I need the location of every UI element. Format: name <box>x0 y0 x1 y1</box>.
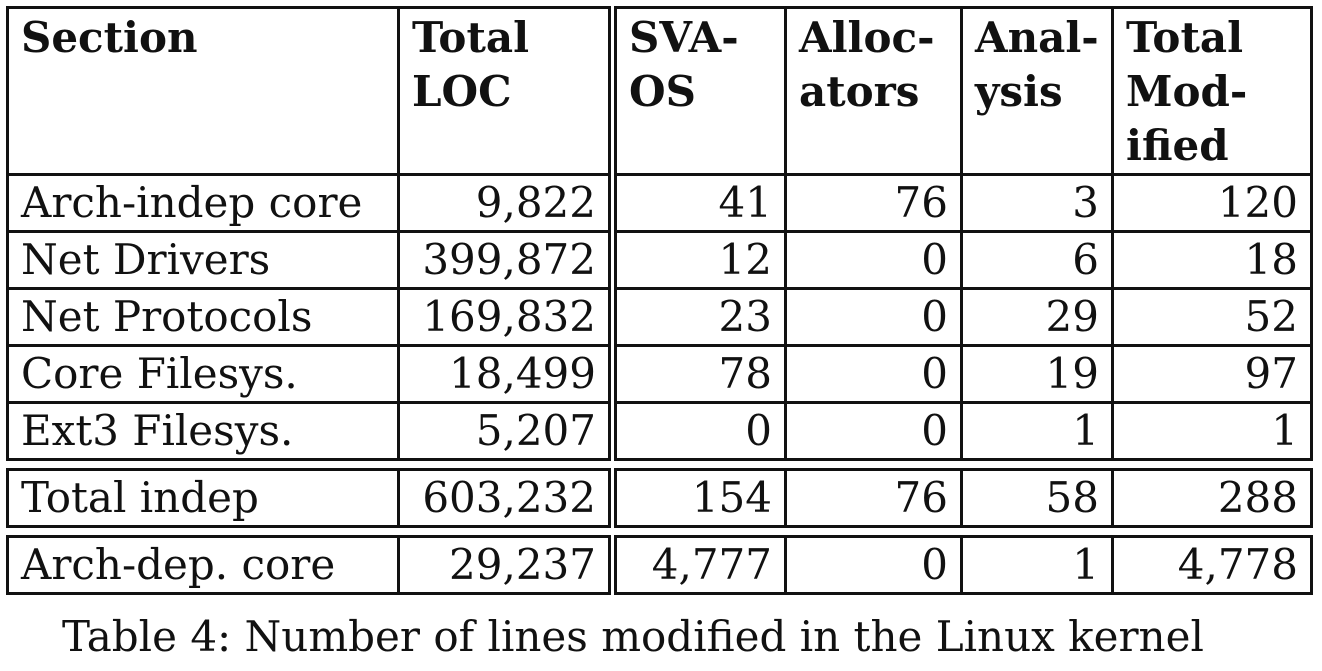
value-cell: 78 <box>608 344 787 404</box>
table-row: Net Protocols 169,832 23 0 29 52 <box>6 287 1313 347</box>
value-cell: 19 <box>960 344 1114 404</box>
header-total-modified: Total Mod-ified <box>1111 6 1313 176</box>
header-row: Section Total LOC SVA- OS Alloc-ators Anal… <box>6 6 1313 176</box>
value-cell: 18 <box>1111 230 1313 290</box>
table-caption: Table 4: Number of lines modified in the… <box>62 612 1204 661</box>
row-label-cell: Arch-dep. core <box>6 535 400 595</box>
value-cell: 0 <box>784 535 963 595</box>
header-total-loc: Total LOC <box>397 6 614 176</box>
header-line: ified <box>1126 121 1229 170</box>
row-label-cell: Net Drivers <box>6 230 400 290</box>
value-cell: 76 <box>784 173 963 233</box>
table-row: Core Filesys. 18,499 78 0 19 97 <box>6 344 1313 404</box>
header-sva-os: SVA- OS <box>608 6 787 176</box>
value-cell: 1 <box>960 401 1114 461</box>
header-allocators: Alloc-ators <box>784 6 963 176</box>
value-cell: 41 <box>608 173 787 233</box>
table-row: Net Drivers 399,872 12 0 6 18 <box>6 230 1313 290</box>
header-line: ators <box>799 67 920 116</box>
value-cell: 154 <box>608 468 787 528</box>
total-row: Total indep 603,232 154 76 58 288 <box>6 468 1313 528</box>
value-cell: 4,777 <box>608 535 787 595</box>
value-cell: 0 <box>608 401 787 461</box>
header-line: Section <box>21 13 198 62</box>
value-cell: 0 <box>784 344 963 404</box>
header-line: SVA- <box>629 13 739 62</box>
header-line: Total <box>1126 13 1244 62</box>
row-label-cell: Core Filesys. <box>6 344 400 404</box>
value-cell: 18,499 <box>397 344 614 404</box>
value-cell: 76 <box>784 468 963 528</box>
value-cell: 9,822 <box>397 173 614 233</box>
section-gap-cell <box>7 525 1312 538</box>
arch-dep-row: Arch-dep. core 29,237 4,777 0 1 4,778 <box>6 535 1313 595</box>
value-cell: 5,207 <box>397 401 614 461</box>
value-cell: 3 <box>960 173 1114 233</box>
value-cell: 0 <box>784 287 963 347</box>
section-gap-cell <box>7 458 1312 471</box>
loc-table-container: Section Total LOC SVA- OS Alloc-ators Anal… <box>6 6 1313 595</box>
value-cell: 1 <box>960 535 1114 595</box>
table-row: Ext3 Filesys. 5,207 0 0 1 1 <box>6 401 1313 461</box>
value-cell: 58 <box>960 468 1114 528</box>
row-label-cell: Net Protocols <box>6 287 400 347</box>
value-cell: 23 <box>608 287 787 347</box>
section-gap <box>7 525 1312 538</box>
value-cell: 29,237 <box>397 535 614 595</box>
value-cell: 399,872 <box>397 230 614 290</box>
header-analysis: Anal-ysis <box>960 6 1114 176</box>
value-cell: 0 <box>784 401 963 461</box>
header-line: Total <box>412 13 530 62</box>
value-cell: 1 <box>1111 401 1313 461</box>
header-line: Alloc- <box>799 13 935 62</box>
header-line: Mod- <box>1126 67 1248 116</box>
header-line: ysis <box>975 67 1063 116</box>
row-label-cell: Ext3 Filesys. <box>6 401 400 461</box>
value-cell: 169,832 <box>397 287 614 347</box>
loc-table: Section Total LOC SVA- OS Alloc-ators Anal… <box>6 6 1313 595</box>
row-label-cell: Arch-indep core <box>6 173 400 233</box>
value-cell: 120 <box>1111 173 1313 233</box>
table-body: Section Total LOC SVA- OS Alloc-ators Anal… <box>6 6 1313 595</box>
value-cell: 6 <box>960 230 1114 290</box>
value-cell: 288 <box>1111 468 1313 528</box>
header-line: OS <box>629 67 696 116</box>
value-cell: 4,778 <box>1111 535 1313 595</box>
header-line: Anal- <box>975 13 1099 62</box>
value-cell: 97 <box>1111 344 1313 404</box>
section-gap <box>7 458 1312 471</box>
value-cell: 52 <box>1111 287 1313 347</box>
header-section: Section <box>6 6 400 176</box>
value-cell: 12 <box>608 230 787 290</box>
value-cell: 603,232 <box>397 468 614 528</box>
header-line: LOC <box>412 67 512 116</box>
value-cell: 29 <box>960 287 1114 347</box>
value-cell: 0 <box>784 230 963 290</box>
row-label-cell: Total indep <box>6 468 400 528</box>
table-row: Arch-indep core 9,822 41 76 3 120 <box>6 173 1313 233</box>
